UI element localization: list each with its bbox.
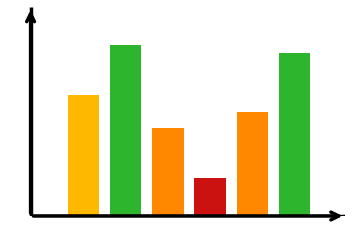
Bar xyxy=(279,53,310,216)
Bar xyxy=(68,95,99,216)
Bar xyxy=(194,178,226,216)
Bar xyxy=(110,45,141,216)
Bar xyxy=(152,128,184,216)
Bar xyxy=(236,112,268,216)
